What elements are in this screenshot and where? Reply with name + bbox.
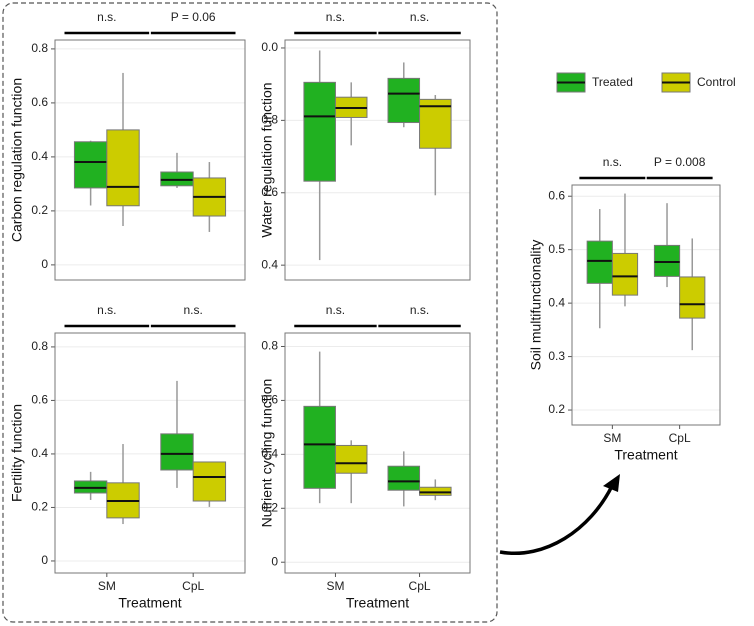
y-tick-label: 0.0 — [261, 40, 278, 54]
panel-group-border — [2, 2, 498, 623]
annotation: n.s. — [326, 10, 345, 24]
annotation: n.s. — [603, 155, 622, 169]
y-tick-label: 0 — [41, 257, 48, 271]
x-tick-label: CpL — [182, 579, 204, 593]
y-tick-label: 0.6 — [261, 185, 278, 199]
box — [160, 433, 194, 471]
annotation: n.s. — [326, 303, 345, 317]
y-tick-label: 0.6 — [548, 188, 565, 202]
y-tick-label: 0.8 — [31, 41, 48, 55]
y-tick-label: 0.5 — [548, 242, 565, 256]
plot-frame — [284, 39, 471, 281]
box — [679, 276, 706, 319]
y-tick-label: 0.4 — [31, 149, 48, 163]
y-axis-label: Fertility function — [9, 404, 25, 502]
annotation: n.s. — [97, 10, 116, 24]
y-axis-label: Soil multifunctionality — [528, 240, 544, 371]
box — [387, 77, 421, 124]
legend-label: Control — [697, 75, 736, 89]
x-axis-label: Treatment — [346, 595, 409, 611]
x-tick-label: CpL — [409, 579, 431, 593]
y-tick-label: 0.8 — [31, 339, 48, 353]
box — [653, 244, 681, 277]
x-tick-label: SM — [326, 579, 344, 593]
arrow — [499, 485, 614, 555]
y-tick-label: 0.4 — [261, 257, 278, 271]
y-tick-label: 0 — [271, 554, 278, 568]
y-tick-label: 0.6 — [261, 393, 278, 407]
box — [303, 405, 336, 489]
box — [387, 465, 421, 491]
y-tick-label: 0.8 — [261, 113, 278, 127]
box — [303, 81, 336, 182]
y-tick-label: 0.3 — [548, 349, 565, 363]
y-tick-label: 0.2 — [261, 500, 278, 514]
box — [586, 240, 613, 284]
annotation: n.s. — [410, 303, 429, 317]
y-tick-label: 0 — [41, 553, 48, 567]
x-tick-label: SM — [98, 579, 116, 593]
y-tick-label: 0.4 — [548, 295, 565, 309]
x-tick-label: SM — [603, 431, 621, 445]
y-axis-label: Nutrient cycling function — [259, 379, 275, 528]
y-tick-label: 0.2 — [31, 203, 48, 217]
x-axis-label: Treatment — [118, 595, 181, 611]
annotation: n.s. — [184, 303, 203, 317]
y-axis-label: Carbon regulation function — [9, 78, 25, 242]
plot-frame — [54, 39, 246, 281]
box — [334, 444, 368, 474]
y-tick-label: 0.6 — [31, 393, 48, 407]
box — [611, 252, 639, 296]
y-tick-label: 0.6 — [31, 95, 48, 109]
box — [419, 486, 452, 496]
box — [419, 98, 452, 149]
y-axis-label: Water regulation function — [259, 82, 275, 237]
annotation: n.s. — [97, 303, 116, 317]
plot-frame — [284, 332, 471, 574]
y-tick-label: 0.4 — [31, 446, 48, 460]
y-tick-label: 0.2 — [548, 402, 565, 416]
box — [192, 461, 227, 502]
y-tick-label: 0.4 — [261, 447, 278, 461]
x-tick-label: CpL — [669, 431, 691, 445]
arrow-head — [603, 474, 620, 492]
annotation: P = 0.008 — [654, 155, 706, 169]
plot-frame — [54, 332, 246, 574]
annotation: n.s. — [410, 10, 429, 24]
legend-label: Treated — [592, 75, 633, 89]
plot-frame — [571, 184, 721, 426]
y-tick-label: 0.2 — [31, 500, 48, 514]
box — [106, 129, 140, 207]
x-axis-label: Treatment — [614, 447, 677, 463]
y-tick-label: 0.8 — [261, 339, 278, 353]
annotation: P = 0.06 — [171, 10, 216, 24]
box — [73, 141, 108, 189]
